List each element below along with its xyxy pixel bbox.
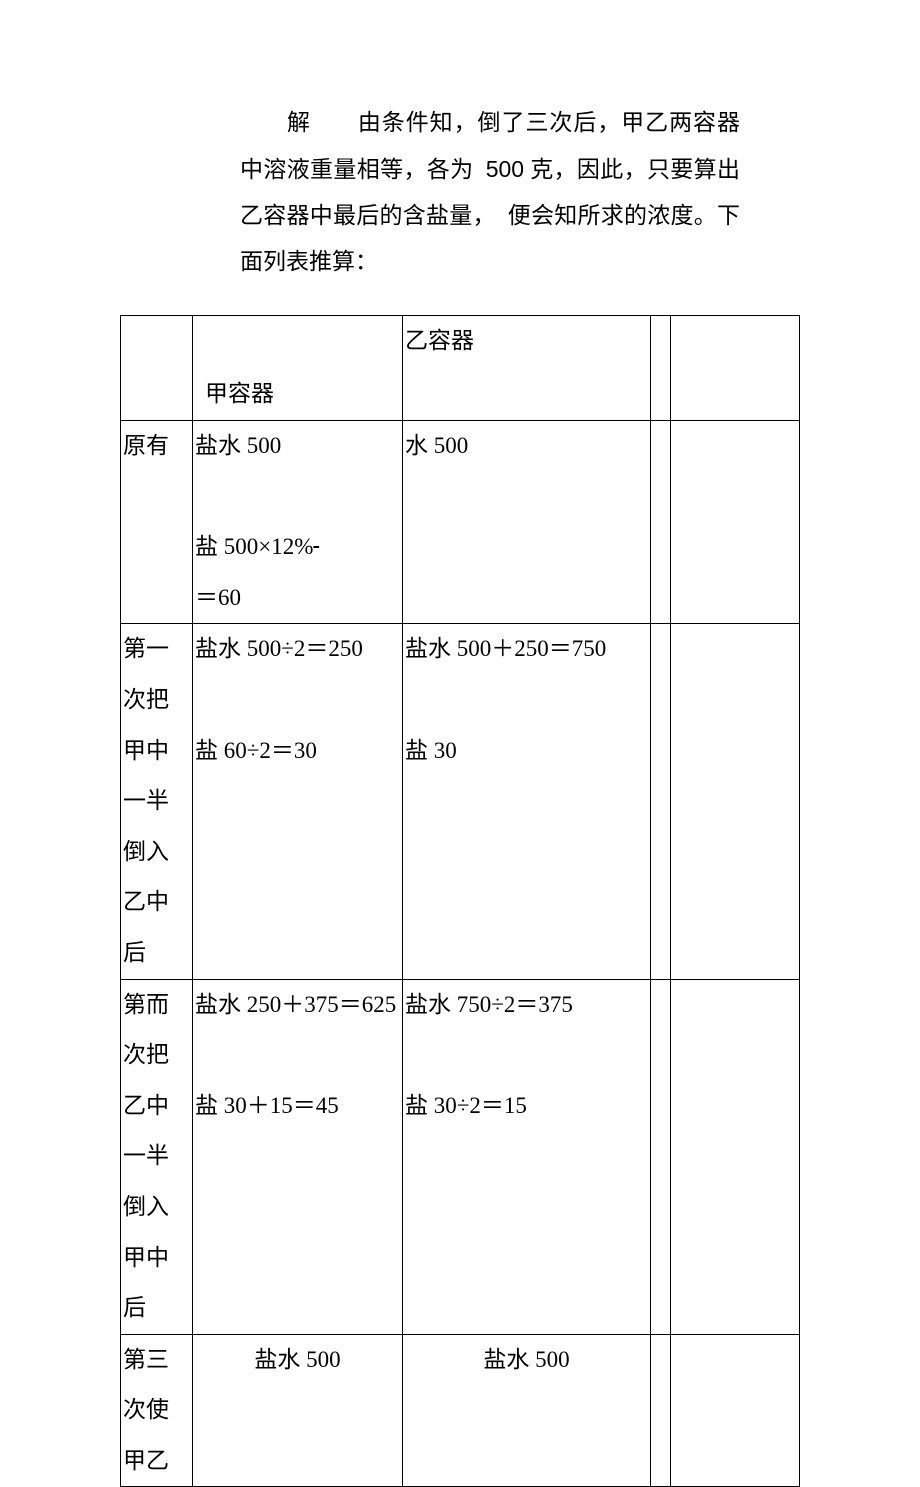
- yi-line2: 盐 30÷2＝15: [405, 1093, 527, 1118]
- yi-line1: 水 500: [405, 433, 468, 458]
- intro-prefix: 解: [286, 110, 311, 135]
- yi-line1: 盐水 500＋250＝750: [405, 636, 606, 661]
- header-empty3: [671, 316, 800, 421]
- row-jia: 盐水 500: [193, 1334, 403, 1487]
- jia-line1: 盐水 500: [195, 433, 281, 458]
- header-yi: 乙容器: [403, 316, 651, 421]
- table-header-row: 甲容器 乙容器: [121, 316, 800, 421]
- jia-line1: 盐水 250＋375＝625: [195, 992, 396, 1017]
- row-yi: 盐水 750÷2＝375 盐 30÷2＝15: [403, 979, 651, 1334]
- row-label: 第一次把甲中一半倒入乙中后: [121, 624, 193, 979]
- row-empty1: [651, 624, 671, 979]
- jia-line2-post: ＝60: [195, 585, 241, 610]
- calculation-table: 甲容器 乙容器 原有 盐水 500 盐 500×12% ＝60 水 500 第一…: [120, 315, 800, 1487]
- row-yi: 盐水 500＋250＝750 盐 30: [403, 624, 651, 979]
- table-row: 第一次把甲中一半倒入乙中后 盐水 500÷2＝250 盐 60÷2＝30 盐水 …: [121, 624, 800, 979]
- jia-line1: 盐水 500÷2＝250: [195, 636, 363, 661]
- row-yi: 水 500: [403, 421, 651, 624]
- intro-amount: 500: [486, 156, 524, 182]
- row-jia: 盐水 500÷2＝250 盐 60÷2＝30: [193, 624, 403, 979]
- row-empty1: [651, 979, 671, 1334]
- row-empty2: [671, 1334, 800, 1487]
- yi-line2: 盐 30: [405, 738, 457, 763]
- jia-line2: 盐 30＋15＝45: [195, 1093, 339, 1118]
- table-row: 第而次把乙中一半倒入甲中后 盐水 250＋375＝625 盐 30＋15＝45 …: [121, 979, 800, 1334]
- row-jia: 盐水 500 盐 500×12% ＝60: [193, 421, 403, 624]
- row-empty1: [651, 1334, 671, 1487]
- row-empty1: [651, 421, 671, 624]
- solution-intro: 解由条件知，倒了三次后，甲乙两容器中溶液重量相等，各为 500 克，因此，只要算…: [240, 100, 740, 285]
- yi-line1: 盐水 750÷2＝375: [405, 992, 573, 1017]
- jia-line2: 盐 60÷2＝30: [195, 738, 317, 763]
- header-empty2: [651, 316, 671, 421]
- row-empty2: [671, 979, 800, 1334]
- row-label: 第三次使甲乙: [121, 1334, 193, 1487]
- row-empty2: [671, 624, 800, 979]
- table-row: 第三次使甲乙 盐水 500 盐水 500: [121, 1334, 800, 1487]
- row-label: 第而次把乙中一半倒入甲中后: [121, 979, 193, 1334]
- row-yi: 盐水 500: [403, 1334, 651, 1487]
- row-empty2: [671, 421, 800, 624]
- header-jia: 甲容器: [193, 316, 403, 421]
- header-empty1: [121, 316, 193, 421]
- row-label: 原有: [121, 421, 193, 624]
- row-jia: 盐水 250＋375＝625 盐 30＋15＝45: [193, 979, 403, 1334]
- table-row: 原有 盐水 500 盐 500×12% ＝60 水 500: [121, 421, 800, 624]
- jia-line2-pre: 盐 500×12%: [195, 534, 313, 559]
